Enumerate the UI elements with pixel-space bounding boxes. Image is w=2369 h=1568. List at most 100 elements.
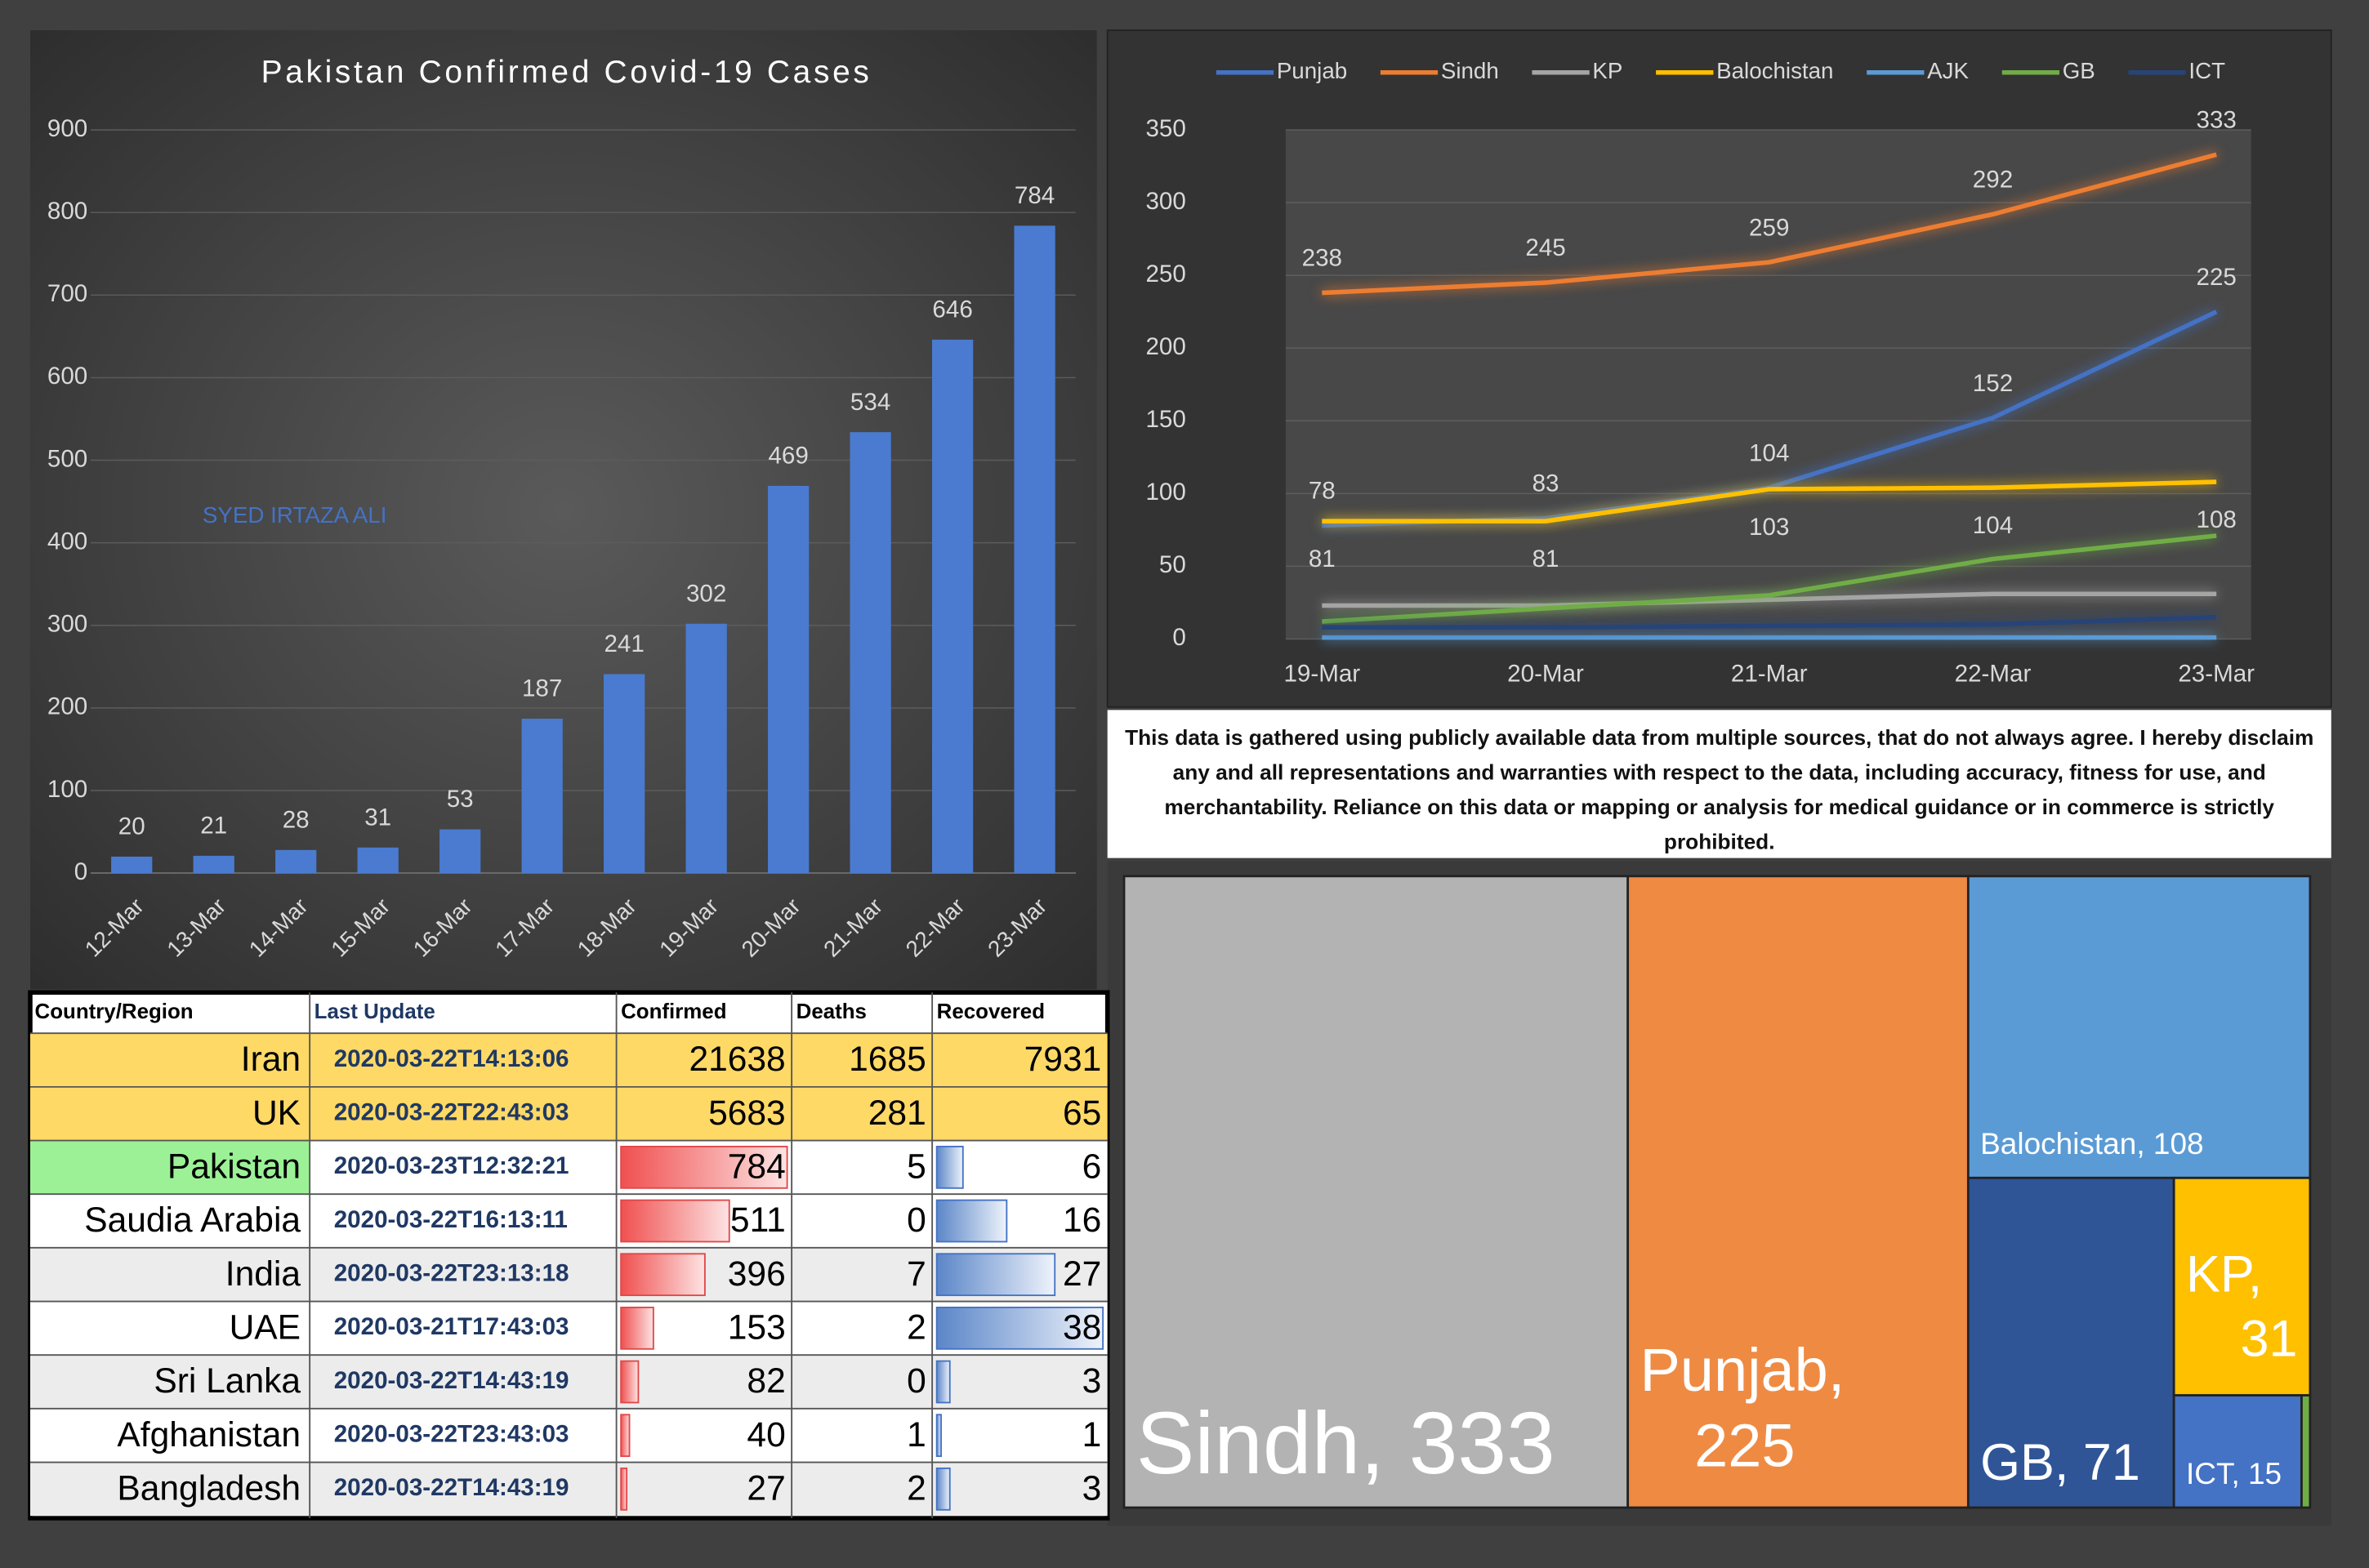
country: Bangladesh bbox=[117, 1468, 301, 1508]
y-tick-label: 250 bbox=[1145, 261, 1185, 287]
data-label: 333 bbox=[2197, 106, 2237, 133]
data-label: 152 bbox=[1973, 370, 2013, 397]
bar bbox=[357, 847, 399, 874]
country: India bbox=[225, 1254, 301, 1294]
treemap-label-line: Punjab, bbox=[1640, 1336, 1845, 1404]
legend-label: KP bbox=[1592, 58, 1622, 83]
bar bbox=[768, 485, 810, 874]
line bbox=[1322, 533, 2217, 624]
data-bar bbox=[935, 1414, 942, 1458]
name-cell bbox=[29, 1140, 310, 1195]
number: 0 bbox=[907, 1361, 926, 1401]
treemap-label-line: 225 bbox=[1694, 1411, 1795, 1479]
data-label: 81 bbox=[1532, 546, 1559, 572]
bar bbox=[111, 856, 153, 874]
column-header: Recovered bbox=[937, 1000, 1045, 1023]
bar bbox=[604, 674, 645, 874]
number: 16 bbox=[1063, 1200, 1101, 1240]
data-label: 53 bbox=[447, 786, 474, 813]
table: Country/Region Last Update Confirmed Deaths… bbox=[29, 992, 1108, 1518]
data-bar bbox=[935, 1307, 1104, 1350]
watermark: SYED IRTAZA ALI bbox=[203, 502, 387, 528]
number: 784 bbox=[728, 1147, 786, 1186]
number: 27 bbox=[1063, 1254, 1101, 1294]
legend-label: Balochistan bbox=[1716, 58, 1833, 83]
disclaimer: This data is gathered using publicly ava… bbox=[1125, 727, 2313, 855]
y-tick-label: 0 bbox=[1172, 624, 1185, 651]
data-label: 20 bbox=[118, 813, 145, 840]
column-header: Confirmed bbox=[621, 1000, 726, 1023]
bar-panel bbox=[29, 29, 1097, 990]
x-tick-label: 23-Mar bbox=[2178, 661, 2255, 688]
data-bar bbox=[935, 1253, 1056, 1297]
table-row bbox=[29, 1301, 1108, 1356]
legend-label: Punjab bbox=[1277, 58, 1347, 83]
data-label: 646 bbox=[932, 296, 972, 323]
column-header: Last Update bbox=[315, 1000, 435, 1023]
table-row bbox=[29, 1086, 1108, 1141]
number: 7 bbox=[907, 1254, 926, 1294]
number: 3 bbox=[1082, 1361, 1102, 1401]
data-bar bbox=[620, 1253, 706, 1297]
number: 0 bbox=[907, 1200, 926, 1240]
data-bar bbox=[620, 1467, 628, 1511]
data-bar bbox=[935, 1360, 951, 1404]
table-row bbox=[29, 1033, 1108, 1087]
column-header: Deaths bbox=[796, 1000, 867, 1023]
number: 2 bbox=[907, 1468, 926, 1508]
legend-label: AJK bbox=[1927, 58, 1969, 83]
data-label: 83 bbox=[1532, 470, 1559, 497]
legend-label: Sindh bbox=[1441, 58, 1499, 83]
number: 281 bbox=[868, 1094, 926, 1133]
column-header: Country/Region bbox=[35, 1000, 194, 1023]
y-tick-label: 900 bbox=[47, 115, 87, 142]
data-label: 28 bbox=[283, 806, 310, 833]
number: 5 bbox=[907, 1147, 926, 1186]
disclaimer-box bbox=[1107, 710, 2331, 858]
data-label: 292 bbox=[1973, 166, 2013, 193]
country: UK bbox=[252, 1094, 301, 1133]
treemap-label: GB, 71 bbox=[1980, 1434, 2140, 1491]
treemap-cell bbox=[1966, 875, 2312, 1179]
data-label: 103 bbox=[1749, 514, 1789, 541]
treemap-label-line: 31 bbox=[2241, 1310, 2298, 1367]
data-label: 104 bbox=[1973, 512, 2013, 539]
last-update: 2020-03-22T14:43:19 bbox=[334, 1474, 569, 1501]
y-tick-label: 100 bbox=[1145, 479, 1185, 506]
data-label: 259 bbox=[1749, 214, 1789, 241]
legend-label: GB bbox=[2063, 58, 2095, 83]
number: 511 bbox=[730, 1200, 786, 1240]
country: UAE bbox=[230, 1307, 301, 1347]
y-tick-label: 350 bbox=[1145, 115, 1185, 142]
data-label: 78 bbox=[1309, 478, 1336, 505]
line bbox=[1322, 152, 2217, 296]
treemap-label: Punjab, 225 bbox=[1640, 1336, 1845, 1479]
data-label: 108 bbox=[2197, 506, 2237, 533]
bar bbox=[275, 849, 317, 874]
treemap-cell bbox=[2300, 1394, 2312, 1509]
legend-label: ICT bbox=[2188, 58, 2225, 83]
treemap-label: Sindh, 333 bbox=[1136, 1394, 1555, 1492]
y-tick-label: 400 bbox=[47, 528, 87, 555]
line bbox=[1322, 479, 2217, 523]
table-row bbox=[29, 1462, 1108, 1517]
data-label: 21 bbox=[200, 813, 227, 840]
bar bbox=[193, 855, 234, 874]
data-bar bbox=[620, 1360, 640, 1404]
data-bar bbox=[935, 1467, 951, 1511]
data-bar bbox=[620, 1199, 730, 1243]
x-tick-label: 21-Mar bbox=[1731, 661, 1808, 688]
data-label: 81 bbox=[1309, 546, 1336, 572]
y-tick-label: 800 bbox=[47, 198, 87, 225]
data-label: 534 bbox=[850, 389, 890, 416]
bar bbox=[685, 623, 727, 874]
number: 1 bbox=[907, 1415, 926, 1454]
number: 27 bbox=[747, 1468, 785, 1508]
y-tick-label: 200 bbox=[47, 693, 87, 720]
line bbox=[1322, 591, 2217, 608]
x-tick-label: 22-Mar bbox=[1955, 661, 2032, 688]
country: Sri Lanka bbox=[154, 1361, 301, 1401]
treemap-cell bbox=[1626, 875, 1970, 1509]
number: 7931 bbox=[1024, 1040, 1102, 1079]
number: 65 bbox=[1063, 1094, 1101, 1133]
